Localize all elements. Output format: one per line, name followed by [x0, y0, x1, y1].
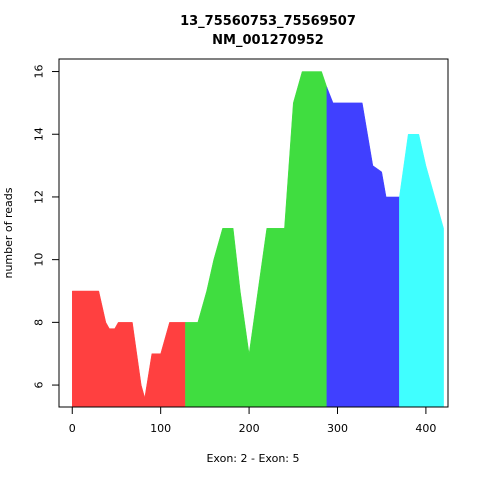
y-axis-label: number of reads: [2, 187, 15, 278]
y-tick-label: 16: [33, 65, 46, 79]
y-tick-label: 14: [33, 127, 46, 141]
x-axis-label: Exon: 2 - Exon: 5: [206, 452, 299, 465]
x-tick-label: 200: [239, 422, 260, 435]
y-axis: 6 8 10 12 14 16: [33, 65, 60, 389]
series-areas: [72, 71, 444, 408]
y-tick-label: 10: [33, 253, 46, 267]
series-area-2: [185, 71, 328, 408]
x-tick-label: 400: [415, 422, 436, 435]
x-axis: 0 100 200 300 400: [69, 406, 436, 435]
x-tick-label: 0: [69, 422, 76, 435]
series-area-3: [326, 87, 400, 408]
y-tick-label: 8: [33, 319, 46, 326]
chart-title: 13_75560753_75569507: [180, 14, 356, 29]
x-tick-label: 300: [327, 422, 348, 435]
chart-subtitle: NM_001270952: [212, 33, 324, 48]
y-tick-label: 6: [33, 382, 46, 389]
series-area-4: [399, 133, 444, 408]
x-tick-label: 100: [150, 422, 171, 435]
series-area-1: [72, 290, 186, 408]
y-tick-label: 12: [33, 190, 46, 204]
